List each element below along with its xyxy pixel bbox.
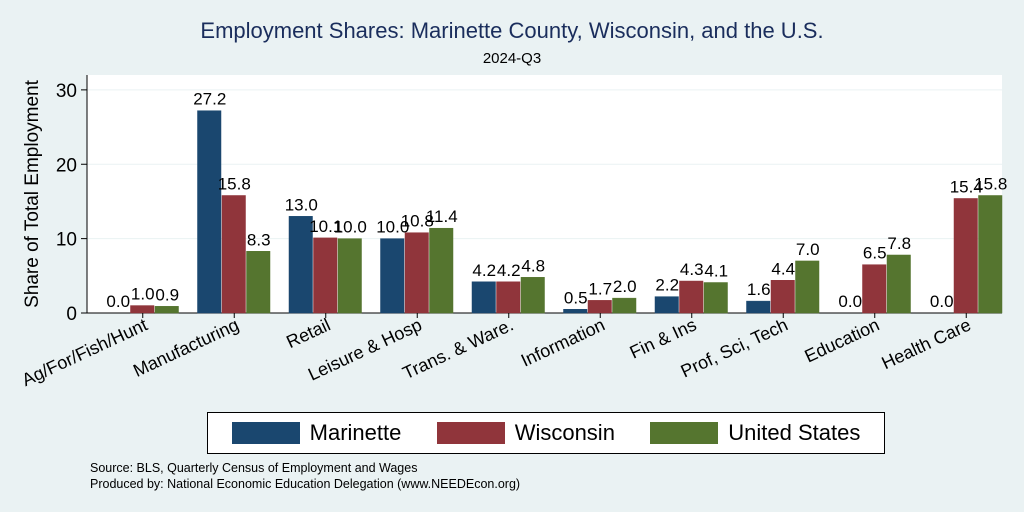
- data-label: 4.8: [521, 256, 545, 275]
- legend-label-united-states: United States: [728, 420, 861, 445]
- bar-united-states: [978, 195, 1003, 314]
- bar-united-states: [154, 306, 179, 314]
- bar-marinette: [380, 238, 405, 314]
- bar-marinette: [471, 281, 496, 314]
- bar-marinette: [746, 300, 771, 314]
- x-tick-label: Health Care: [878, 314, 974, 373]
- data-label: 15.8: [974, 174, 1007, 193]
- data-label: 4.4: [771, 259, 795, 278]
- produced-by-text: Produced by: National Economic Education…: [90, 477, 521, 491]
- data-label: 0.0: [106, 292, 130, 311]
- bar-wisconsin: [953, 198, 978, 314]
- x-tick-label: Ag/For/Fish/Hunt: [19, 314, 151, 390]
- data-label: 0.5: [564, 288, 588, 307]
- data-label: 10.0: [334, 218, 367, 237]
- bar-wisconsin: [221, 195, 246, 314]
- bar-united-states: [520, 277, 545, 314]
- data-label: 4.2: [497, 261, 521, 280]
- x-tick-label: Manufacturing: [130, 314, 242, 380]
- data-label: 2.0: [613, 277, 637, 296]
- data-label: 4.2: [472, 261, 496, 280]
- y-tick-label: 20: [56, 155, 77, 176]
- bar-wisconsin: [587, 300, 612, 314]
- legend-label-wisconsin: Wisconsin: [514, 420, 615, 445]
- data-label: 8.3: [247, 230, 271, 249]
- legend-item-marinette: Marinette: [231, 420, 402, 446]
- legend-swatch-united-states: [650, 422, 719, 444]
- legend-item-united-states: United States: [650, 420, 860, 446]
- data-label: 2.2: [655, 276, 679, 295]
- data-label: 13.0: [285, 195, 318, 214]
- bar-united-states: [612, 297, 637, 314]
- bar-united-states: [795, 260, 820, 314]
- bar-wisconsin: [770, 280, 795, 314]
- bar-united-states: [337, 238, 362, 314]
- bar-wisconsin: [679, 280, 704, 314]
- legend-label-marinette: Marinette: [309, 420, 402, 445]
- x-tick-label: Information: [518, 314, 608, 370]
- source-notes: Source: BLS, Quarterly Census of Employm…: [90, 460, 520, 492]
- x-tick-label: Retail: [283, 314, 333, 352]
- data-label: 10.1: [309, 217, 342, 236]
- data-label: 1.6: [747, 280, 771, 299]
- data-label: 1.7: [588, 279, 612, 298]
- y-tick-label: 10: [56, 230, 77, 251]
- chart-title: Employment Shares: Marinette County, Wis…: [200, 18, 824, 43]
- bar-united-states: [703, 282, 728, 314]
- x-tick-label: Education: [801, 314, 882, 366]
- data-label: 15.4: [950, 177, 983, 196]
- source-text: Source: BLS, Quarterly Census of Employm…: [90, 461, 418, 475]
- bar-wisconsin: [313, 237, 338, 314]
- bar-marinette: [197, 110, 222, 314]
- bar-wisconsin: [130, 305, 155, 314]
- bar-marinette: [563, 309, 588, 314]
- bar-wisconsin: [496, 281, 521, 314]
- data-label: 7.8: [887, 234, 911, 253]
- chart-subtitle: 2024-Q3: [482, 50, 542, 67]
- bar-united-states: [886, 254, 911, 314]
- bar-marinette: [288, 216, 313, 314]
- data-label: 27.2: [193, 90, 226, 109]
- legend: Marinette Wisconsin United States: [207, 412, 885, 454]
- data-label: 0.9: [155, 285, 179, 304]
- legend-swatch-wisconsin: [436, 422, 505, 444]
- bar-wisconsin: [862, 264, 887, 314]
- data-label: 15.8: [218, 174, 251, 193]
- data-label: 6.5: [863, 244, 887, 263]
- data-label: 10.0: [376, 218, 409, 237]
- y-axis-title: Share of Total Employment: [22, 79, 43, 307]
- data-label: 0.0: [838, 292, 862, 311]
- data-label: 4.3: [680, 260, 704, 279]
- bar-marinette: [654, 296, 679, 314]
- data-label: 0.0: [930, 292, 954, 311]
- data-label: 11.4: [426, 207, 458, 226]
- y-tick-label: 30: [56, 81, 77, 102]
- data-label: 10.8: [401, 212, 434, 231]
- data-label: 7.0: [796, 240, 820, 259]
- bar-wisconsin: [404, 232, 429, 314]
- bar-united-states: [429, 227, 454, 314]
- legend-item-wisconsin: Wisconsin: [436, 420, 615, 446]
- bar-united-states: [246, 251, 271, 314]
- data-label: 4.1: [704, 262, 728, 281]
- legend-swatch-marinette: [231, 422, 300, 444]
- x-tick-label: Fin & Ins: [627, 314, 700, 362]
- data-label: 1.0: [131, 285, 155, 304]
- y-tick-label: 0: [66, 304, 77, 325]
